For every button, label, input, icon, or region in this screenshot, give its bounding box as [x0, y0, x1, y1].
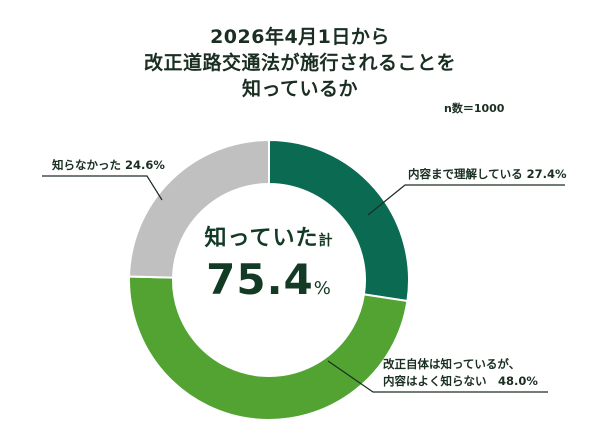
- label-partial-line-1: 改正自体は知っているが、: [383, 357, 521, 371]
- title-line-1: 2026年4月1日から: [210, 26, 390, 48]
- center-caption-suffix: 計: [318, 233, 334, 249]
- leader-line-understand: [367, 184, 565, 216]
- leader-line-partial: [327, 360, 548, 393]
- center-caption-text: 知っていた: [204, 226, 319, 251]
- leader-line-unaware: [42, 175, 163, 201]
- label-partial: 改正自体は知っているが、 内容はよく知らない 48.0%: [383, 356, 538, 390]
- label-understand: 内容まで理解している 27.4%: [408, 167, 567, 181]
- center-total: 知っていた計 75.4%: [169, 220, 369, 313]
- center-value-unit: %: [313, 278, 332, 299]
- center-caption: 知っていた計: [169, 220, 369, 252]
- title-line-3: 知っているか: [241, 78, 359, 100]
- segment-partial: [128, 275, 409, 421]
- chart-title: 2026年4月1日から 改正道路交通法が施行されることを 知っているか: [0, 24, 600, 102]
- center-value: 75.4%: [169, 256, 369, 313]
- center-value-number: 75.4: [206, 255, 314, 304]
- label-unaware: 知らなかった 24.6%: [52, 158, 165, 172]
- sample-size-note: n数＝1000: [444, 102, 505, 115]
- segment-unaware: [128, 138, 270, 279]
- label-partial-line-2: 内容はよく知らない 48.0%: [383, 374, 538, 388]
- title-line-2: 改正道路交通法が施行されることを: [143, 52, 456, 74]
- donut-segments: [128, 138, 410, 421]
